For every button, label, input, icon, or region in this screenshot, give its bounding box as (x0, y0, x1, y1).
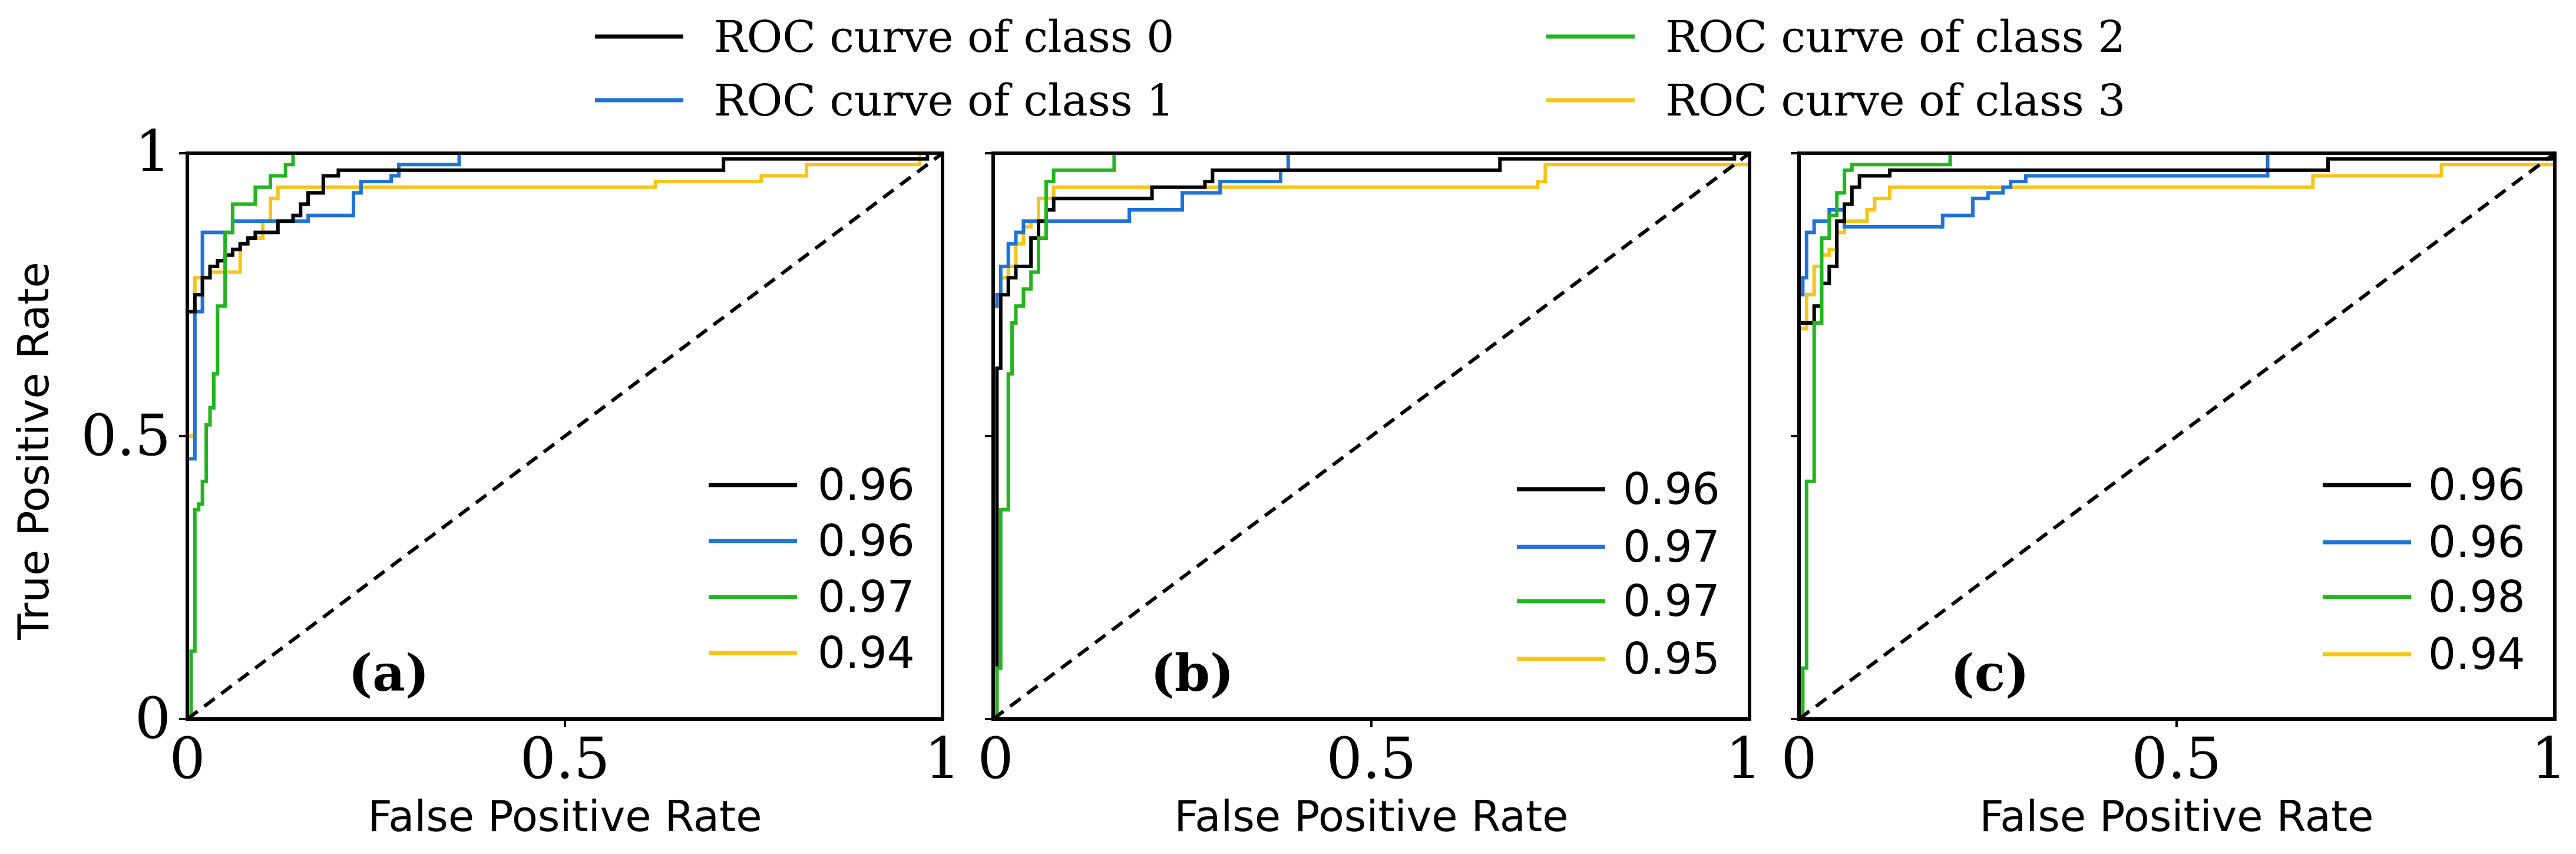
panel-c-roc-curve-class-1 (1797, 151, 2555, 719)
panel-c-curves (1797, 151, 2557, 721)
panel-b-diagonal (992, 151, 1751, 721)
panel-b-xtick-label-0: 0 (977, 726, 1013, 792)
panel-b-auc-2: 0.97 (1623, 576, 1720, 627)
panel-a-ytick-label-1: 1 (135, 118, 171, 184)
panel-a-roc-curve-class-0 (186, 151, 943, 719)
panel-b-auc-legend: 0.96 0.97 0.97 0.95 (1517, 464, 1720, 684)
panel-b-roc-curve-class-2 (993, 151, 1750, 721)
panel-a-roc-curve-class-2 (187, 151, 943, 721)
panel-c-xtick-label-1: 1 (2531, 726, 2567, 792)
panel-a-xtick-label-05: 0.5 (520, 726, 610, 792)
panel-a-xtick-label-1: 1 (924, 726, 960, 792)
top-legend: ROC curve of class 0 ROC curve of class … (595, 12, 2125, 126)
panel-a-ytick-label-05: 0.5 (81, 403, 171, 469)
panel-c-xtick-label-05: 0.5 (2132, 726, 2222, 792)
panel-a: 1 0.5 0 0 0.5 1 False Positive Rate (a) … (81, 118, 960, 841)
panel-a-xtick-label-0: 0 (169, 726, 205, 792)
panel-b-auc-0: 0.96 (1623, 464, 1720, 515)
panel-c-auc-legend: 0.96 0.96 0.98 0.94 (2323, 460, 2525, 680)
panel-c-auc-1: 0.96 (2428, 517, 2525, 568)
panel-a-ytick-label-0: 0 (135, 685, 171, 751)
panel-b-auc-3: 0.95 (1623, 634, 1720, 684)
panel-c-x-axis-label: False Positive Rate (1979, 792, 2373, 841)
panel-c: 0 0.5 1 False Positive Rate (c) 0.96 0.9… (1781, 151, 2567, 841)
panel-b-roc-curve-class-1 (991, 151, 1750, 719)
panel-b-x-axis-label: False Positive Rate (1174, 792, 1568, 841)
panel-a-curves (186, 151, 943, 721)
panel-c-auc-0: 0.96 (2428, 460, 2525, 510)
panel-a-auc-3: 0.94 (818, 628, 915, 678)
panel-a-auc-2: 0.97 (818, 572, 915, 622)
y-axis-label: True Positive Rate (9, 262, 58, 640)
legend-label-class-3: ROC curve of class 3 (1665, 75, 2125, 126)
panel-b-curves (991, 151, 1751, 721)
panel-a-auc-0: 0.96 (818, 460, 915, 510)
legend-label-class-0: ROC curve of class 0 (714, 12, 1174, 62)
panel-b-roc-curve-class-0 (993, 151, 1750, 721)
panel-b-tag: (b) (1150, 644, 1234, 703)
panel-b: 0 0.5 1 False Positive Rate (b) 0.96 0.9… (977, 151, 1762, 841)
panel-c-auc-2: 0.98 (2428, 572, 2525, 622)
panel-c-roc-curve-class-0 (1797, 153, 2557, 719)
panel-c-diagonal (1798, 151, 2556, 721)
panel-c-xtick-label-0: 0 (1781, 726, 1817, 792)
panel-a-x-axis-label: False Positive Rate (368, 792, 762, 841)
panel-c-roc-curve-class-3 (1797, 153, 2557, 719)
panel-a-auc-1: 0.96 (818, 516, 915, 566)
panel-b-xtick-label-1: 1 (1725, 726, 1761, 792)
panel-a-auc-legend: 0.96 0.96 0.97 0.94 (709, 460, 915, 678)
panel-a-tag: (a) (348, 644, 429, 703)
panel-b-auc-1: 0.97 (1623, 522, 1720, 572)
panel-c-roc-curve-class-2 (1799, 151, 2555, 721)
panel-c-tag: (c) (1950, 644, 2029, 703)
panel-c-auc-3: 0.94 (2428, 629, 2525, 680)
legend-label-class-2: ROC curve of class 2 (1665, 12, 2125, 62)
panel-b-xtick-label-05: 0.5 (1327, 726, 1417, 792)
panel-a-diagonal (186, 151, 944, 721)
legend-label-class-1: ROC curve of class 1 (714, 75, 1174, 126)
